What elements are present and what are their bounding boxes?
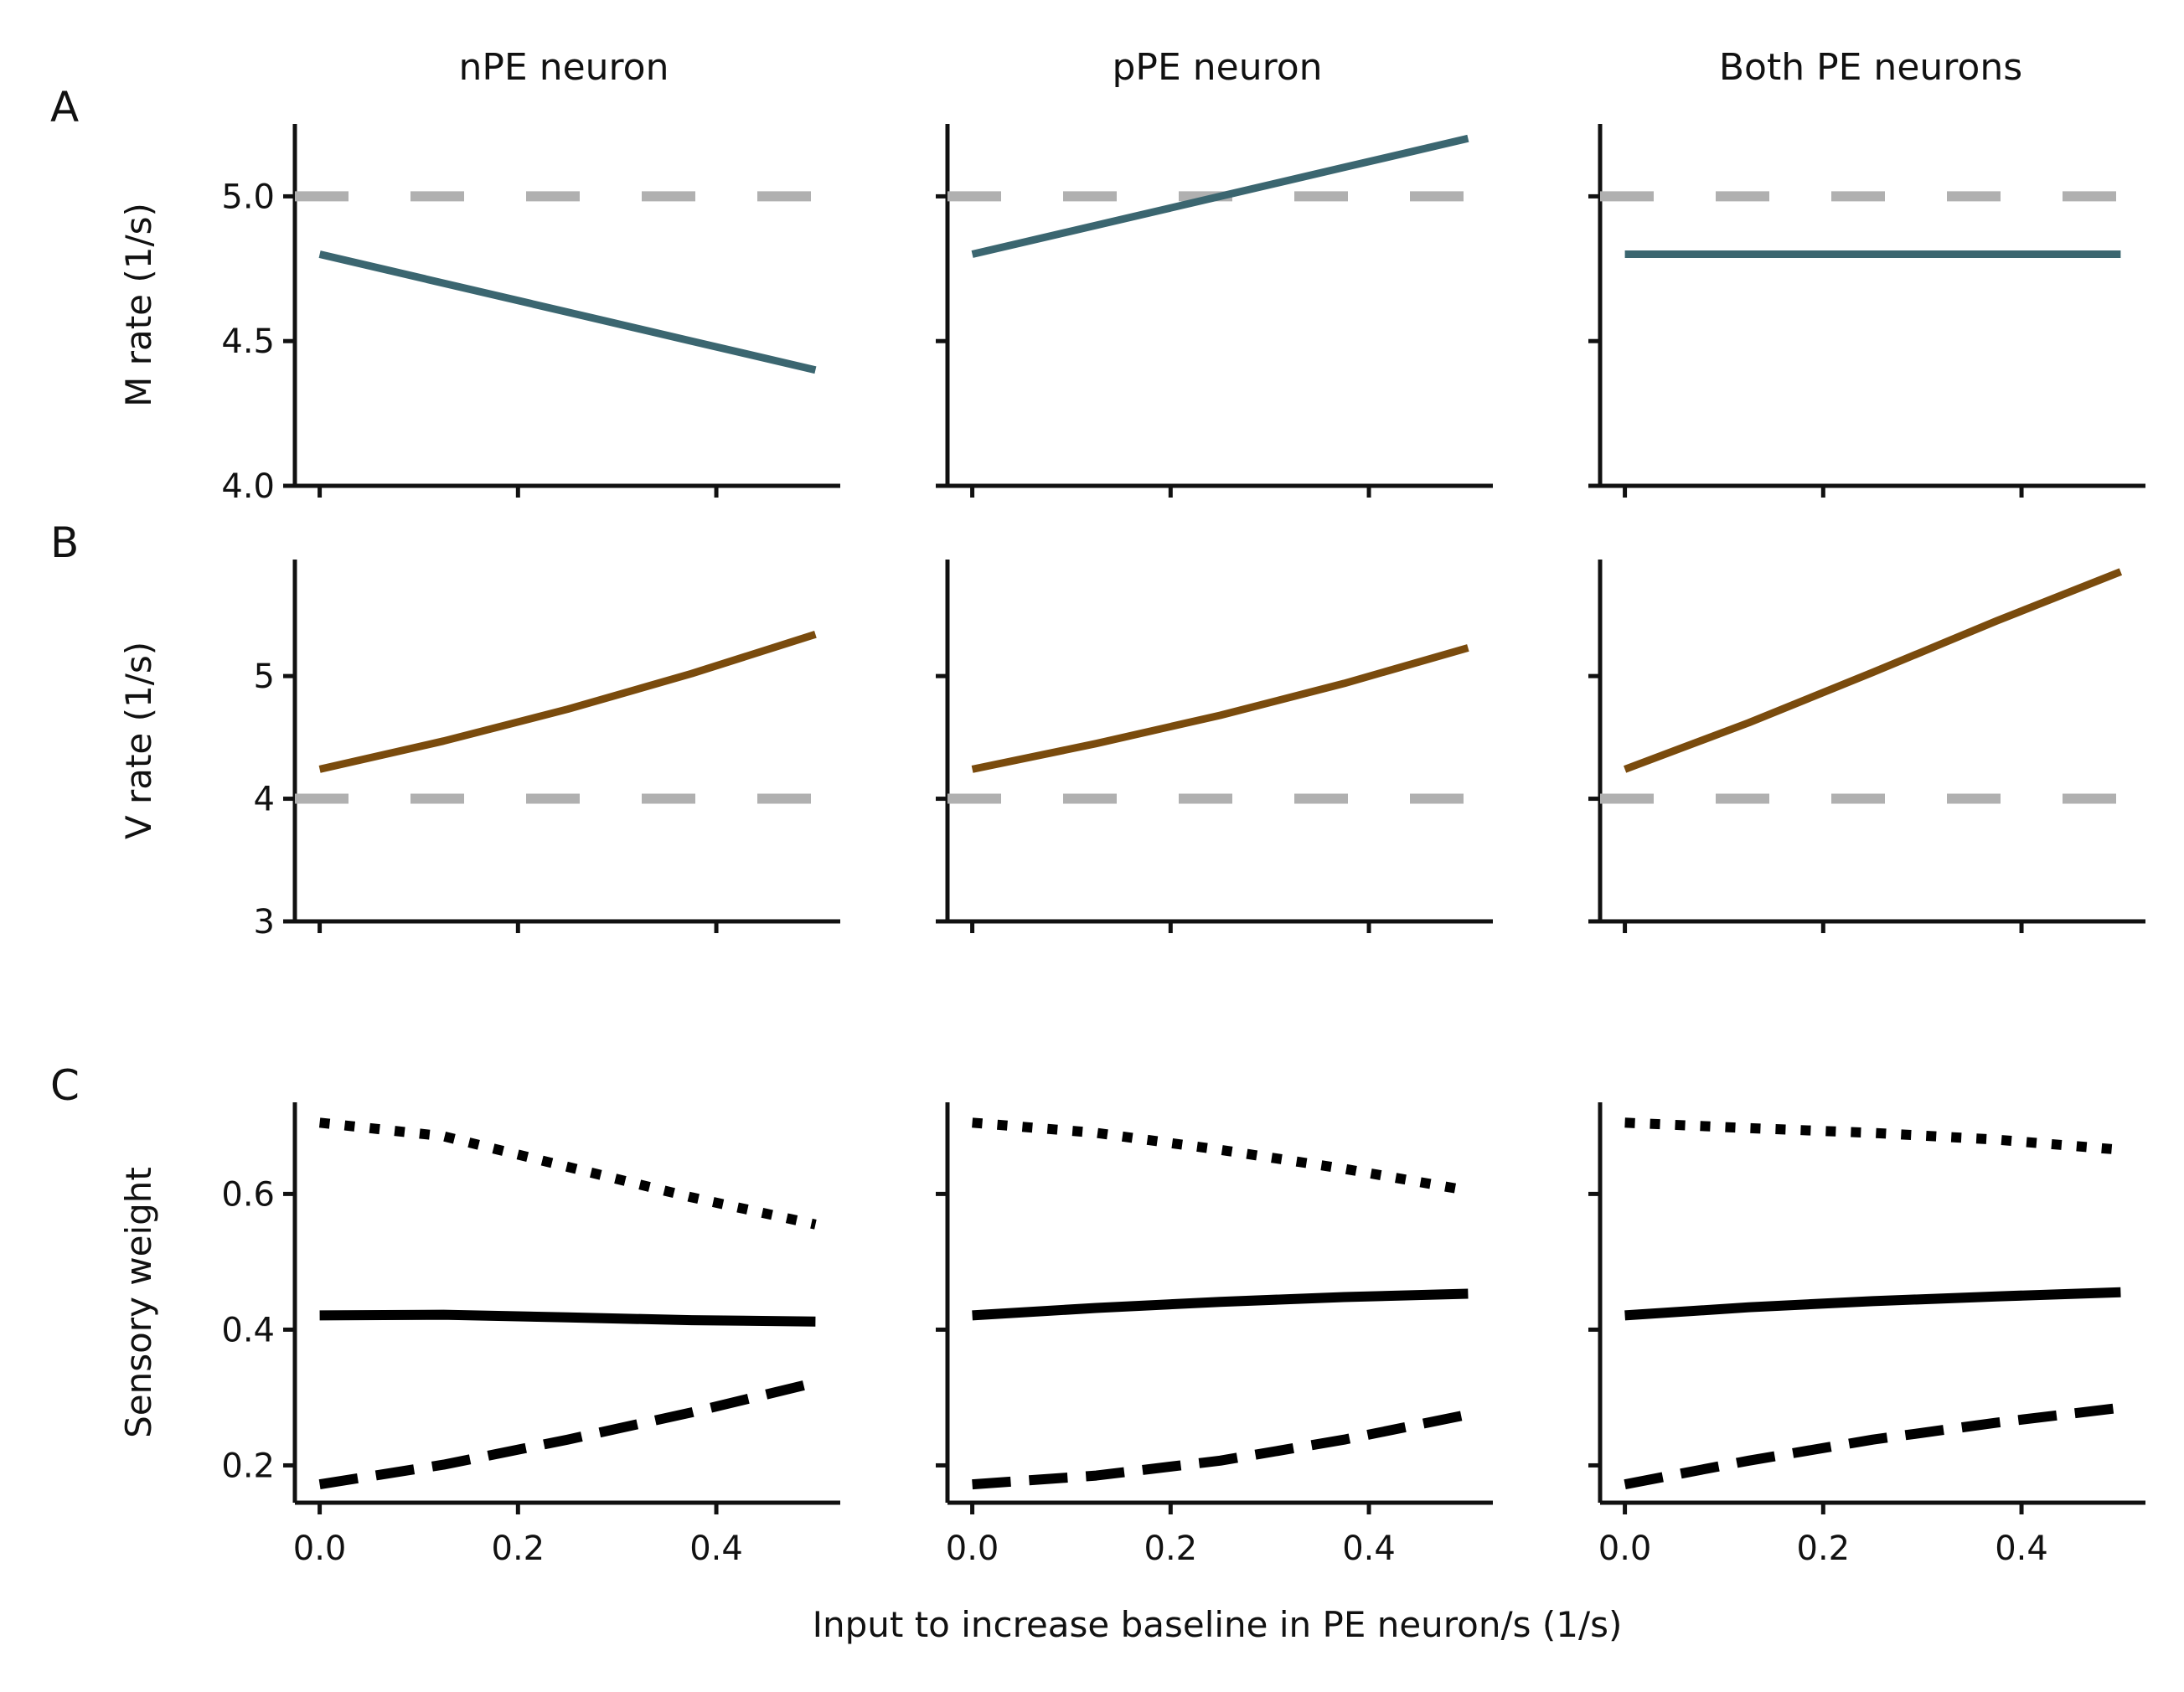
column-title-both: Both PE neurons	[1719, 46, 2022, 89]
panel-letter-a: A	[50, 83, 79, 132]
column-titles: nPE neuron pPE neuron Both PE neurons	[459, 46, 2023, 89]
y-tick-label-row-b-npe-1: 4	[254, 781, 275, 819]
y-axis-label-row-a: M rate (1/s)	[118, 203, 159, 407]
series-solid-row-a-ppe	[971, 134, 1469, 258]
series-dotted-row-c-ppe	[972, 1117, 1469, 1196]
y-axis-label-row-c: Sensory weight	[118, 1167, 159, 1438]
y-tick-label-row-a-npe-0: 4.0	[221, 467, 275, 506]
panel-row-c-npe: 0.2 0.4 0.6 0.0 0.2 0.4	[221, 1102, 840, 1568]
series-dotted-row-c-both	[1624, 1117, 2121, 1155]
x-axis-label: Input to increase baseline in PE neuron/…	[813, 1604, 1623, 1645]
panel-letter-c: C	[50, 1061, 80, 1110]
x-tick-label-row-c-npe-1: 0.2	[492, 1530, 545, 1568]
series-solid-row-b-ppe	[971, 644, 1469, 773]
x-tick-label-row-c-both-1: 0.2	[1797, 1530, 1851, 1568]
y-tick-label-row-b-npe-0: 3	[254, 903, 275, 941]
series-solid-row-a-npe	[318, 250, 817, 374]
x-tick-label-row-c-npe-0: 0.0	[293, 1530, 347, 1568]
x-tick-label-row-c-ppe-0: 0.0	[946, 1530, 999, 1568]
x-tick-label-row-c-npe-2: 0.4	[689, 1530, 743, 1568]
panel-row-a-both	[1588, 124, 2145, 498]
series-dotted-row-c-npe	[318, 1117, 817, 1230]
y-axis-label-row-b: V rate (1/s)	[118, 642, 159, 839]
column-title-npe: nPE neuron	[459, 46, 669, 89]
x-tick-label-row-c-ppe-1: 0.2	[1144, 1530, 1198, 1568]
panel-row-a-npe: 4.0 4.5 5.0	[221, 124, 840, 506]
series-dashed-row-c-ppe	[972, 1409, 1469, 1490]
panel-letter-b: B	[50, 518, 79, 567]
panel-row-b-ppe	[936, 560, 1493, 933]
panel-row-c-ppe: 0.0 0.2 0.4	[936, 1102, 1493, 1568]
panel-row-b-both	[1588, 560, 2145, 933]
panel-letters: A B C	[50, 83, 80, 1110]
y-tick-label-row-c-npe-2: 0.6	[221, 1175, 275, 1214]
series-solid-row-c-both	[1624, 1287, 2121, 1321]
column-title-ppe: pPE neuron	[1112, 46, 1322, 89]
series-dashed-row-c-npe	[318, 1377, 817, 1490]
y-tick-label-row-c-npe-1: 0.4	[221, 1311, 275, 1349]
series-dashed-row-c-both	[1624, 1402, 2122, 1489]
panel-row-b-npe: 3 4 5	[254, 560, 840, 941]
series-solid-row-b-npe	[318, 631, 817, 773]
y-tick-label-row-a-npe-2: 5.0	[221, 178, 275, 216]
panel-grid: M rate (1/s) 4.0 4.5 5.0 V rate (1/s) 3 4 5 Sens…	[118, 124, 2145, 1568]
series-solid-row-c-ppe	[972, 1288, 1469, 1321]
series-solid-row-c-npe	[319, 1309, 816, 1327]
y-tick-label-row-b-npe-2: 5	[254, 658, 275, 696]
series-solid-row-b-both	[1624, 568, 2123, 773]
y-tick-label-row-c-npe-0: 0.2	[221, 1447, 275, 1485]
x-tick-label-row-c-ppe-2: 0.4	[1342, 1530, 1396, 1568]
panel-row-a-ppe	[936, 124, 1493, 498]
y-tick-label-row-a-npe-1: 4.5	[221, 322, 275, 361]
panel-row-c-both: 0.0 0.2 0.4	[1588, 1102, 2145, 1568]
x-tick-label-row-c-both-0: 0.0	[1598, 1530, 1652, 1568]
x-tick-label-row-c-both-2: 0.4	[1995, 1530, 2048, 1568]
